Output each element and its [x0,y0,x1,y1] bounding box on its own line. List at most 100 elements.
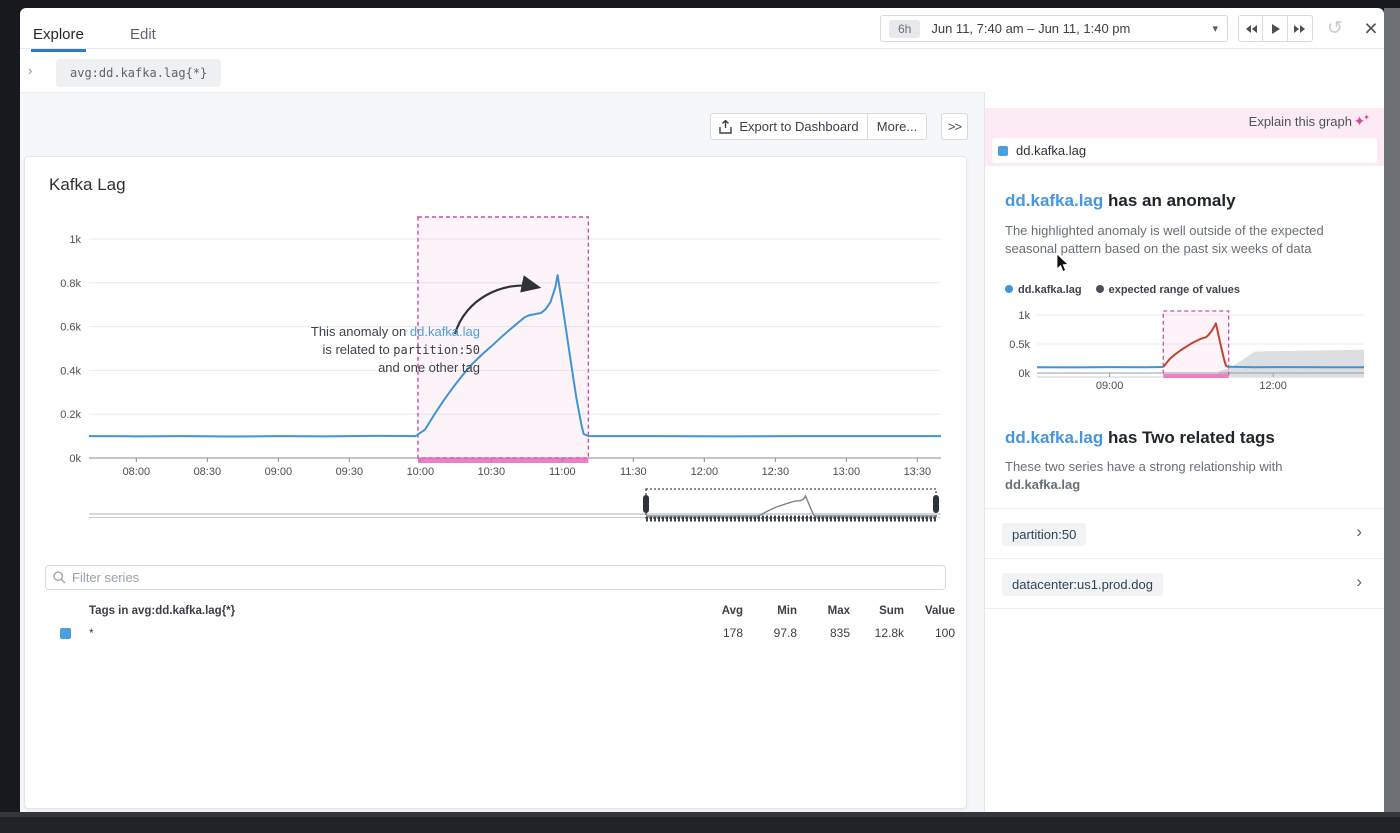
svg-text:12:00: 12:00 [1259,380,1287,392]
export-to-dashboard-button[interactable]: Export to Dashboard [710,113,868,140]
chevron-down-icon: ▾ [1212,23,1218,35]
col-value[interactable]: Value [924,605,955,617]
svg-text:0k: 0k [1018,368,1030,380]
time-range-text: Jun 11, 7:40 am – Jun 11, 1:40 pm [931,21,1131,36]
scrollbar-strip[interactable] [1384,8,1400,812]
series-swatch[interactable] [60,628,71,639]
row-avg: 178 [722,626,743,640]
time-range-selector[interactable]: 6h Jun 11, 7:40 am – Jun 11, 1:40 pm ▾ [880,15,1228,42]
divider [985,608,1384,609]
refresh-button[interactable]: ↺ [1327,18,1343,39]
svg-text:09:00: 09:00 [265,466,293,478]
skip-back-button[interactable] [1238,15,1263,42]
svg-text:12:00: 12:00 [691,466,719,478]
filter-series-input[interactable] [72,570,945,585]
skip-forward-button[interactable] [1288,15,1313,42]
svg-text:1k: 1k [1018,310,1030,322]
metric-link[interactable]: dd.kafka.lag [409,324,480,339]
close-button[interactable]: × [1364,15,1378,41]
anomaly-description: The highlighted anomaly is well outside … [1005,223,1324,256]
anomaly-heading: dd.kafka.lag has an anomaly [1005,191,1236,210]
play-button[interactable] [1263,15,1288,42]
svg-text:08:00: 08:00 [123,466,151,478]
table-tag-header: Tags in avg:dd.kafka.lag{*} [89,605,236,617]
anomaly-mini-chart: 0k 0.5k 1k 09:00 12:00 [1009,310,1364,392]
row-tag: * [89,626,94,640]
legend-dot-gray [1095,285,1104,293]
legend-item-metric: dd.kafka.lag [1005,284,1082,296]
explain-panel: Explain this graph ✦✦ dd.kafka.lag dd.ka… [984,92,1384,812]
svg-text:0.8k: 0.8k [60,278,81,290]
time-range-badge: 6h [889,19,921,38]
tab-edit[interactable]: Edit [130,26,156,43]
kafka-lag-chart[interactable]: 0k 0.2k 0.4k 0.6k 0.8k 1k 08:00 08:30 09:00 09:30… [25,204,966,489]
col-avg[interactable]: Avg [721,605,743,617]
svg-text:12:30: 12:30 [762,466,790,478]
svg-text:1k: 1k [69,234,81,246]
related-tag-row-partition[interactable]: partition:50 › [985,508,1384,558]
mouse-cursor [1056,254,1069,273]
search-icon [53,571,66,584]
graph-section: Export to Dashboard More... >> Kafka Lag… [20,92,984,812]
tab-explore[interactable]: Explore [31,26,86,52]
col-sum[interactable]: Sum [879,605,904,617]
collapse-panel-button[interactable]: >> [941,113,968,140]
row-sum: 12.8k [874,626,904,640]
tag-mono: partition:50 [393,343,480,357]
explain-header: Explain this graph ✦✦ dd.kafka.lag [985,108,1384,166]
time-nav-group [1238,15,1313,42]
svg-text:13:30: 13:30 [904,466,932,478]
background-bottom-bar [0,812,1400,833]
legend-dot-blue [1005,285,1013,293]
skip-back-icon [1245,24,1257,33]
svg-text:0.5k: 0.5k [1009,339,1030,351]
svg-text:0.4k: 0.4k [60,365,81,377]
svg-text:0k: 0k [69,453,81,465]
svg-text:09:30: 09:30 [336,466,364,478]
related-tags-description: These two series have a strong relations… [1005,459,1283,492]
svg-text:11:00: 11:00 [549,466,576,478]
related-tag-row-datacenter[interactable]: datacenter:us1.prod.dog › [985,558,1384,608]
chart-card: Kafka Lag 0k 0.2k 0.4k 0.6k 0.8k 1k 08:00 08:30… [24,156,967,809]
query-pill[interactable]: avg:dd.kafka.lag{*} [56,59,222,87]
svg-text:09:00: 09:00 [1096,380,1124,392]
row-value: 100 [934,626,955,640]
svg-text:10:30: 10:30 [478,466,506,478]
divider [985,558,1384,559]
divider [985,508,1384,509]
col-max[interactable]: Max [827,605,850,617]
more-button[interactable]: More... [867,113,927,140]
row-max: 835 [829,626,850,640]
col-min[interactable]: Min [777,605,797,617]
chart-title: Kafka Lag [49,175,126,194]
svg-text:10:00: 10:00 [407,466,435,478]
svg-text:13:00: 13:00 [833,466,861,478]
mini-chart-legend: dd.kafka.lag expected range of values [1005,284,1240,296]
chevron-right-icon: › [1356,522,1362,541]
export-label: Export to Dashboard [739,119,859,134]
related-tags-heading: dd.kafka.lag has Two related tags [1005,428,1275,447]
header-divider [20,48,1384,49]
explain-this-graph-link[interactable]: Explain this graph [1248,114,1352,129]
svg-text:0.6k: 0.6k [60,322,81,334]
tag-pill-partition[interactable]: partition:50 [1002,523,1087,546]
metric-pill-row[interactable]: dd.kafka.lag [992,138,1377,163]
sparkle-icon[interactable]: ✦✦ [1353,113,1370,129]
legend-item-expected: expected range of values [1095,284,1240,296]
query-expand-chevron[interactable]: › [28,63,33,78]
svg-text:11:30: 11:30 [620,466,647,478]
export-icon [719,119,733,134]
svg-text:08:30: 08:30 [194,466,222,478]
metric-explorer-modal: Explore Edit 6h Jun 11, 7:40 am – Jun 11… [20,8,1384,812]
tag-pill-datacenter[interactable]: datacenter:us1.prod.dog [1002,573,1163,596]
filter-series-box [45,565,946,590]
svg-text:0.2k: 0.2k [60,409,81,421]
play-icon [1271,23,1280,34]
row-min: 97.8 [773,626,797,640]
metric-swatch [998,145,1008,156]
timeline-brush[interactable] [25,482,966,532]
anomaly-annotation: This anomaly on dd.kafka.lag is related … [310,324,480,375]
skip-forward-icon [1294,24,1305,33]
metric-pill-label: dd.kafka.lag [1016,143,1087,158]
